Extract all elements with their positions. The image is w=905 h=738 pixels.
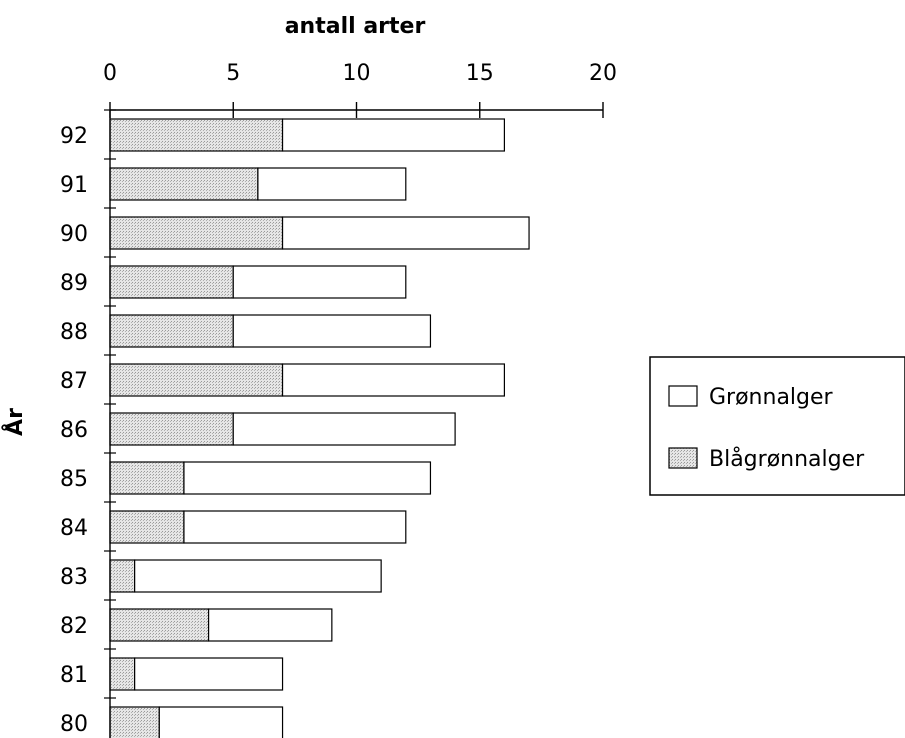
bar-gronnalger-81	[134, 657, 284, 691]
y-tick-label: 89	[60, 271, 88, 296]
y-tick-label: 80	[60, 712, 88, 737]
bars	[109, 118, 530, 738]
bar-gronnalger-85	[183, 461, 432, 495]
y-tick-label: 91	[60, 173, 88, 198]
bar-gronnalger-84	[183, 510, 407, 544]
y-tick-label: 92	[60, 124, 88, 149]
y-axis-label: År	[2, 408, 28, 436]
bar-blagronnalger-83	[109, 559, 136, 593]
y-tick-label: 84	[60, 516, 88, 541]
legend-label-blagronnalger: Blågrønnalger	[709, 446, 865, 472]
y-tick-label: 86	[60, 418, 88, 443]
bar-blagronnalger-80	[109, 706, 160, 738]
y-tick-label: 85	[60, 467, 88, 492]
bar-gronnalger-89	[232, 265, 407, 299]
legend: Grønnalger Blågrønnalger	[649, 356, 905, 496]
x-tick-label: 20	[589, 61, 617, 86]
y-tick-label: 87	[60, 369, 88, 394]
y-tick-labels: 92 91 90 89 88 87 86 85 84 83 82 81 80	[60, 124, 88, 737]
bar-gronnalger-82	[208, 608, 333, 642]
x-tick-labels: 0 5 10 15 20	[103, 61, 617, 86]
bar-gronnalger-87	[281, 363, 505, 397]
x-tick-label: 5	[226, 61, 240, 86]
bar-blagronnalger-84	[109, 510, 185, 544]
y-tick-label: 82	[60, 614, 88, 639]
bar-blagronnalger-88	[109, 314, 234, 348]
legend-swatch-blagronnalger	[668, 447, 698, 469]
x-tick-label: 10	[343, 61, 371, 86]
bar-gronnalger-80	[158, 706, 284, 738]
bar-blagronnalger-81	[109, 657, 136, 691]
bar-blagronnalger-82	[109, 608, 210, 642]
legend-label-gronnalger: Grønnalger	[709, 385, 834, 410]
bar-blagronnalger-85	[109, 461, 185, 495]
y-tick-label: 83	[60, 565, 88, 590]
bar-gronnalger-90	[281, 216, 530, 250]
legend-swatch-gronnalger	[668, 385, 698, 407]
y-tick-label: 81	[60, 663, 88, 688]
bar-gronnalger-86	[232, 412, 456, 446]
bar-blagronnalger-87	[109, 363, 284, 397]
bar-gronnalger-83	[134, 559, 382, 593]
axes	[104, 102, 604, 738]
y-tick-label: 90	[60, 222, 88, 247]
legend-box	[649, 356, 905, 496]
bar-blagronnalger-86	[109, 412, 234, 446]
chart-title: antall arter	[285, 14, 426, 39]
bar-gronnalger-91	[257, 167, 407, 201]
bar-blagronnalger-90	[109, 216, 284, 250]
bar-blagronnalger-91	[109, 167, 259, 201]
y-tick-label: 88	[60, 320, 88, 345]
x-tick-label: 0	[103, 61, 117, 86]
bar-blagronnalger-89	[109, 265, 234, 299]
bar-blagronnalger-92	[109, 118, 284, 152]
bar-gronnalger-92	[281, 118, 505, 152]
x-tick-label: 15	[466, 61, 494, 86]
bar-gronnalger-88	[232, 314, 432, 348]
